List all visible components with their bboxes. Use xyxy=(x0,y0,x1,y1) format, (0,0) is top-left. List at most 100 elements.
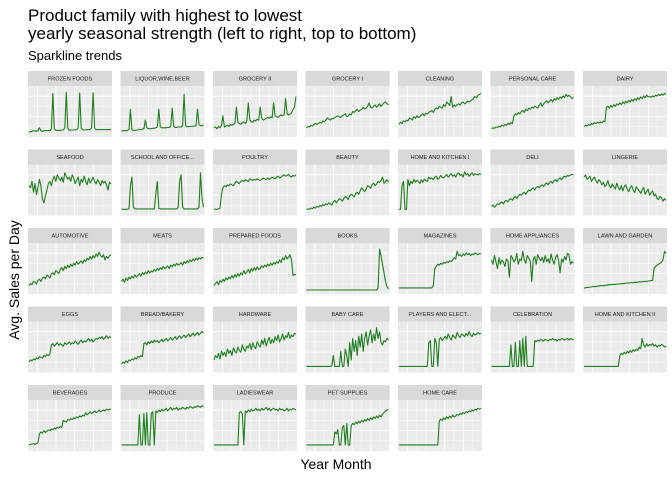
facet-strip-label: HARDWARE xyxy=(239,312,272,318)
facet-strip xyxy=(305,149,390,165)
panel-background xyxy=(490,86,575,137)
facet-strip-label: FROZEN FOODS xyxy=(48,77,93,83)
facet-panel: BOOKS xyxy=(305,228,390,294)
facet-panel: AUTOMOTIVE xyxy=(28,228,112,294)
facet-strip-label: GROCERY I xyxy=(332,77,364,83)
series-line xyxy=(121,405,204,446)
facet-strip xyxy=(28,385,112,400)
series-line xyxy=(213,96,297,130)
panel-background xyxy=(490,164,575,216)
panel-background xyxy=(398,400,482,451)
facet-strip xyxy=(490,228,575,243)
series-line xyxy=(28,91,111,133)
facet-panel: PERSONAL CARE xyxy=(490,71,575,137)
facet-strip-label: CLEANING xyxy=(426,77,455,83)
facet-strip xyxy=(398,306,482,322)
series-line xyxy=(306,248,389,291)
facet-panel: PREPARED FOODS xyxy=(213,228,297,294)
facet-strip xyxy=(213,71,297,86)
series-line xyxy=(214,406,297,446)
panel-background xyxy=(28,164,112,216)
panel-background xyxy=(120,400,205,451)
facet-strip xyxy=(398,228,482,243)
facet-strip-label: BEVERAGES xyxy=(53,391,88,397)
y-axis-label: Avg. Sales per Day xyxy=(6,220,22,340)
series-line xyxy=(214,173,297,210)
facet-strip xyxy=(120,149,205,165)
panel-background xyxy=(398,321,482,373)
series-line xyxy=(398,92,482,125)
facet-strip-label: HOME CARE xyxy=(423,391,457,397)
series-line xyxy=(584,250,667,289)
panel-background xyxy=(583,243,667,294)
series-line xyxy=(28,251,112,287)
facet-strip xyxy=(28,149,112,165)
facet-strip-label: LINGERIE xyxy=(612,155,638,161)
facet-panel: MAGAZINES xyxy=(398,228,482,294)
facet-panel: HOME AND KITCHEN II xyxy=(583,306,667,373)
series-line xyxy=(121,93,204,132)
facet-panel: BREAD/BAKERY xyxy=(120,306,205,373)
series-line xyxy=(491,93,574,130)
facet-strip xyxy=(398,385,482,400)
series-line xyxy=(491,335,574,367)
facet-strip xyxy=(583,228,667,243)
series-line xyxy=(28,172,112,204)
facet-panel: EGGS xyxy=(28,306,112,373)
facet-strip xyxy=(305,71,390,86)
panel-background xyxy=(583,321,667,373)
facet-strip xyxy=(213,228,297,243)
series-line xyxy=(121,172,205,210)
facet-strip-label: PERSONAL CARE xyxy=(509,77,557,83)
x-axis-label: Year Month xyxy=(300,456,372,472)
facet-strip xyxy=(490,306,575,322)
facet-strip xyxy=(583,306,667,322)
series-line xyxy=(491,173,574,208)
facet-panel: BEVERAGES xyxy=(28,385,112,451)
panel-background xyxy=(305,86,390,137)
facet-strip xyxy=(583,71,667,86)
series-line xyxy=(399,407,482,446)
facet-strip xyxy=(305,306,390,322)
facet-strip xyxy=(28,306,112,322)
facet-strip xyxy=(213,385,297,400)
facet-panel: HOME APPLIANCES xyxy=(490,228,575,294)
panel-background xyxy=(213,164,297,216)
facet-panel: BABY CARE xyxy=(305,306,390,373)
facet-strip-label: DAIRY xyxy=(617,77,634,83)
facet-strip-label: MEATS xyxy=(153,234,172,240)
panel-background xyxy=(28,321,112,373)
facet-panel: HOME AND KITCHEN I xyxy=(398,149,482,216)
facet-strip-label: HOME APPLIANCES xyxy=(506,234,559,240)
facet-panel: SCHOOL AND OFFICE... xyxy=(120,149,205,216)
panel-background xyxy=(28,86,112,137)
panel-background xyxy=(490,321,575,373)
facet-strip-label: SEAFOOD xyxy=(56,155,83,161)
facet-strip xyxy=(120,306,205,322)
panel-background xyxy=(305,243,390,294)
facet-strip-label: CELEBRATION xyxy=(513,312,552,318)
facet-strip-label: LAWN AND GARDEN xyxy=(598,234,653,240)
facet-strip xyxy=(28,71,112,86)
facet-strip-label: PRODUCE xyxy=(149,391,177,397)
series-line xyxy=(121,330,204,365)
facet-strip xyxy=(490,71,575,86)
facet-panel: FROZEN FOODS xyxy=(28,71,112,137)
series-line xyxy=(121,256,204,283)
series-line xyxy=(584,337,667,367)
facet-panel: BEAUTY xyxy=(305,149,390,216)
facet-strip xyxy=(120,228,205,243)
panel-background xyxy=(213,400,297,451)
series-line xyxy=(399,330,482,367)
facet-strip-label: BREAD/BAKERY xyxy=(141,312,185,318)
facet-strip xyxy=(213,149,297,165)
facet-strip-label: BABY CARE xyxy=(332,312,364,318)
facet-panel: LADIESWEAR xyxy=(213,385,297,451)
series-line xyxy=(306,408,389,446)
facet-panel: MEATS xyxy=(120,228,205,294)
facet-panel: GROCERY I xyxy=(305,71,390,137)
facet-strip-label: EGGS xyxy=(62,312,78,318)
panel-background xyxy=(213,86,297,137)
